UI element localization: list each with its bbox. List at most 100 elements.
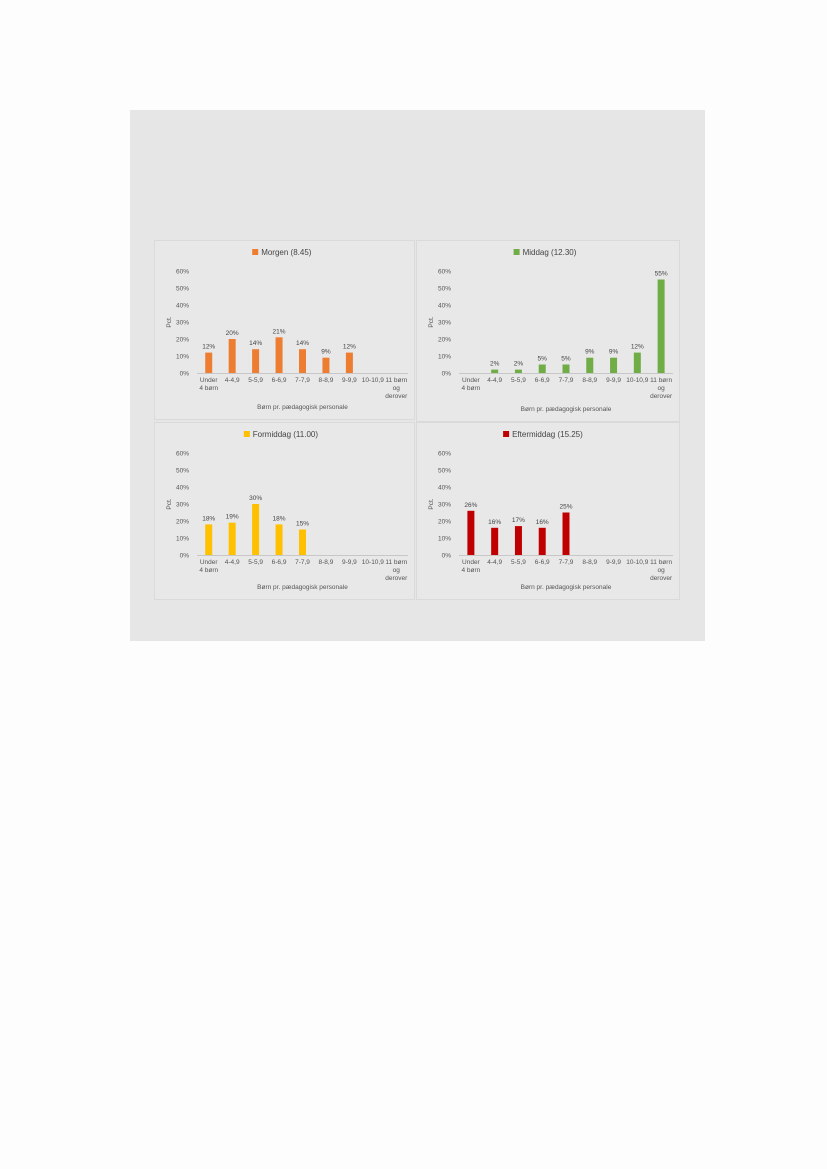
chart-title: Formiddag (11.00) [253, 430, 319, 439]
bar [275, 524, 283, 555]
y-tick-label: 20% [438, 519, 451, 526]
x-tick-label: 5-5,9 [248, 377, 263, 384]
bar [299, 349, 306, 373]
legend-swatch [503, 431, 510, 437]
legend-swatch [252, 249, 259, 255]
data-label: 16% [488, 519, 501, 526]
chart-legend: Middag (12.30) [513, 248, 577, 257]
y-tick-label: 50% [176, 286, 189, 293]
bar [538, 364, 546, 373]
x-tick-label: 6-6,9 [535, 559, 550, 566]
chart-morgen: Morgen (8.45) 0% 10% 20% 30% 40% 50% 60% Pct. 12%… [154, 240, 415, 420]
y-tick-label: 60% [176, 451, 189, 458]
data-label: 5% [538, 356, 548, 363]
bar [252, 504, 260, 555]
data-label: 2% [490, 361, 500, 368]
x-tick-label: 9-9,9 [342, 377, 357, 384]
x-tick-label: 10-10,9 [626, 559, 648, 566]
y-tick-label: 20% [438, 337, 451, 344]
chart-title: Morgen (8.45) [261, 248, 312, 257]
data-label: 18% [273, 515, 286, 522]
x-tick-label: 8-8,9 [319, 377, 334, 384]
bar [228, 339, 236, 373]
data-label: 16% [536, 519, 549, 526]
bar [562, 512, 570, 555]
x-axis-label: Børn pr. pædagogisk personale [257, 404, 348, 411]
x-tick-label: 11 børn og derover [385, 377, 408, 400]
x-tick-label: 4-4,9 [487, 377, 502, 384]
y-tick-label: 0% [442, 371, 452, 378]
y-tick-label: 40% [438, 485, 451, 492]
bar [205, 352, 213, 373]
x-tick-label: 11 børn og derover [650, 377, 673, 400]
x-tick-label: 4-4,9 [487, 559, 502, 566]
x-tick-label: 10-10,9 [362, 377, 384, 384]
data-label: 15% [296, 521, 309, 528]
legend-swatch [513, 249, 520, 255]
y-tick-label: 20% [176, 337, 189, 344]
x-tick-label: Under 4 børn [199, 377, 218, 392]
x-tick-label: 6-6,9 [272, 377, 287, 384]
y-tick-label: 10% [438, 354, 451, 361]
y-tick-label: 50% [176, 468, 189, 475]
bar [252, 349, 260, 373]
data-label: 12% [631, 344, 644, 351]
y-tick-label: 30% [438, 320, 451, 327]
data-label: 14% [249, 340, 262, 347]
chart-formiddag: Formiddag (11.00) 0% 10% 20% 30% 40% 50% 60% Pct… [154, 422, 415, 600]
x-tick-label: 10-10,9 [362, 559, 384, 566]
chart-svg: Formiddag (11.00) 0% 10% 20% 30% 40% 50% 60% Pct… [166, 430, 408, 591]
data-label: 12% [343, 344, 356, 351]
y-tick-label: 50% [438, 468, 451, 475]
x-tick-label: 4-4,9 [225, 377, 240, 384]
chart-svg: Eftermiddag (15.25) 0% 10% 20% 30% 40% 50% 60% P… [428, 430, 673, 591]
data-label: 30% [249, 495, 262, 502]
data-label: 25% [559, 504, 572, 511]
chart-legend: Formiddag (11.00) [243, 430, 319, 439]
x-tick-label: 5-5,9 [511, 559, 526, 566]
chart-svg: Middag (12.30) 0% 10% 20% 30% 40% 50% 60% Pct. Un… [428, 248, 673, 413]
x-tick-label: 7-7,9 [295, 559, 310, 566]
data-label: 21% [273, 328, 286, 335]
data-label: 9% [585, 349, 595, 356]
chart-middag: Middag (12.30) 0% 10% 20% 30% 40% 50% 60% Pct. Un… [416, 240, 680, 422]
bar [514, 526, 522, 555]
y-tick-label: 0% [180, 371, 190, 378]
x-tick-label: 8-8,9 [582, 377, 597, 384]
x-tick-label: Under 4 børn [461, 377, 480, 392]
bar [322, 357, 330, 373]
bar [633, 352, 641, 373]
x-tick-label: 7-7,9 [295, 377, 310, 384]
y-tick-label: 30% [438, 502, 451, 509]
x-axis-label: Børn pr. pædagogisk personale [257, 584, 348, 591]
bar [467, 510, 475, 555]
y-tick-label: 10% [176, 536, 189, 543]
x-tick-label: 9-9,9 [342, 559, 357, 566]
x-tick-label: Under 4 børn [461, 559, 480, 574]
x-axis-label: Børn pr. pædagogisk personale [521, 584, 612, 591]
legend-swatch [243, 431, 250, 437]
y-tick-label: 60% [438, 451, 451, 458]
x-tick-label: 8-8,9 [582, 559, 597, 566]
chart-eftermiddag: Eftermiddag (15.25) 0% 10% 20% 30% 40% 50% 60% P… [416, 422, 680, 600]
y-tick-label: 60% [438, 269, 451, 276]
chart-legend: Eftermiddag (15.25) [503, 430, 583, 439]
x-tick-label: Under 4 børn [199, 559, 218, 574]
bar [299, 529, 306, 555]
figure-panel: Morgen (8.45) 0% 10% 20% 30% 40% 50% 60% Pct. 12%… [130, 110, 705, 641]
bar [514, 369, 522, 373]
y-tick-label: 40% [438, 303, 451, 310]
bar [205, 524, 213, 555]
data-label: 2% [514, 361, 524, 368]
y-tick-label: 60% [176, 269, 189, 276]
bar [228, 522, 236, 555]
x-tick-label: 6-6,9 [535, 377, 550, 384]
x-tick-label: 10-10,9 [626, 377, 648, 384]
data-label: 12% [202, 344, 215, 351]
bar [275, 337, 283, 373]
bar [538, 527, 546, 555]
x-tick-label: 4-4,9 [225, 559, 240, 566]
x-tick-label: 6-6,9 [272, 559, 287, 566]
chart-legend: Morgen (8.45) [252, 248, 312, 257]
y-tick-label: 40% [176, 303, 189, 310]
